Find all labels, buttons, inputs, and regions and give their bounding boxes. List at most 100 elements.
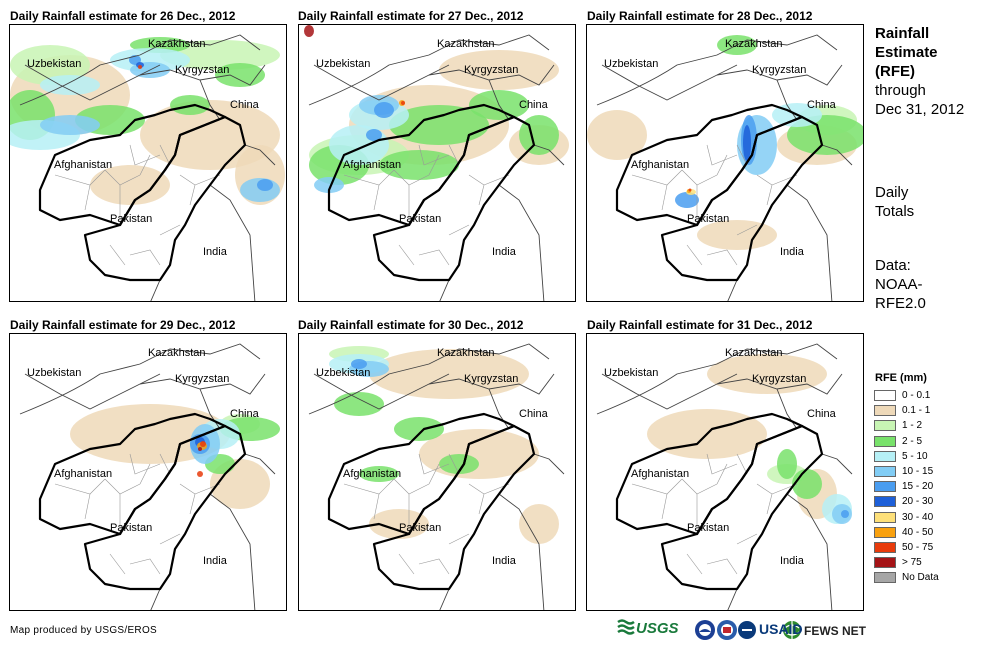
- panel-title-2: Daily Rainfall estimate for 27 Dec., 201…: [298, 9, 524, 23]
- country-border: [308, 34, 550, 106]
- country-border: [716, 373, 843, 395]
- country-border: [428, 373, 555, 395]
- province-border: [159, 224, 181, 236]
- rfe-title: Rainfall Estimate (RFE) through Dec 31, …: [875, 24, 980, 119]
- province-borders: [343, 453, 510, 575]
- map-credit: Map produced by USGS/EROS: [10, 625, 158, 636]
- province-borders: [343, 144, 510, 266]
- country-border: [498, 493, 545, 610]
- legend-label: 15 - 20: [902, 481, 934, 493]
- country-border: [24, 64, 161, 101]
- country-border: [139, 64, 266, 86]
- country-label-uzbekistan: Uzbekistan: [27, 367, 81, 379]
- province-border: [706, 249, 738, 266]
- country-label-afghanistan: Afghanistan: [54, 159, 112, 171]
- province-border: [686, 244, 703, 266]
- data-source-note: Data: NOAA- RFE2.0: [875, 256, 980, 313]
- country-label-pakistan: Pakistan: [110, 522, 152, 534]
- rfe-title-line-3: (RFE): [875, 63, 915, 80]
- country-border: [428, 64, 555, 86]
- legend-swatch: [874, 450, 896, 462]
- country-label-china: China: [807, 99, 837, 111]
- legend-swatch: [874, 481, 896, 493]
- country-label-pakistan: Pakistan: [687, 213, 729, 225]
- map-canvas: Kazakhstan Uzbekistan Kyrgyzstan China Afgha…: [596, 343, 853, 610]
- country-label-kazakhstan: Kazakhstan: [148, 38, 205, 50]
- province-borders: [54, 144, 221, 266]
- rainfall-patch: [519, 115, 559, 155]
- country-border: [727, 279, 738, 301]
- province-border: [129, 558, 161, 575]
- legend-swatch: [874, 496, 896, 508]
- province-border: [54, 478, 106, 495]
- province-border: [661, 493, 668, 520]
- country-border: [727, 588, 738, 610]
- legend-label: 10 - 15: [902, 466, 934, 477]
- province-border: [681, 169, 718, 186]
- rainfall-patch: [374, 102, 394, 118]
- country-border: [24, 373, 161, 410]
- country-label-india: India: [492, 555, 517, 567]
- legend-swatch: [874, 435, 896, 447]
- country-borders: [308, 34, 565, 301]
- province-border: [468, 483, 485, 515]
- country-border: [533, 144, 565, 166]
- province-border: [373, 493, 380, 520]
- map-canvas: Kazakhstan Uzbekistan Kyrgyzstan China Afgha…: [308, 343, 565, 610]
- country-label-india: India: [492, 246, 517, 258]
- rainfall-map-dec-28: Kazakhstan Uzbekistan Kyrgyzstan China Afgha…: [586, 24, 864, 302]
- country-label-kyrgyzstan: Kyrgyzstan: [752, 64, 806, 76]
- country-label-kazakhstan: Kazakhstan: [437, 347, 494, 359]
- province-border: [736, 144, 748, 166]
- rainfall-patch: [688, 188, 692, 192]
- doc-seal-icon: [717, 620, 737, 640]
- pakistan-boundary: [372, 115, 536, 282]
- usaid-seal-icon: [738, 621, 756, 639]
- country-label-pakistan: Pakistan: [399, 522, 441, 534]
- country-border: [776, 79, 798, 121]
- country-borders: [596, 34, 853, 301]
- fewsnet-logo-text: FEWS NET: [804, 624, 866, 638]
- country-label-india: India: [203, 555, 228, 567]
- rainfall-patch: [587, 110, 647, 160]
- legend-label: 20 - 30: [902, 496, 934, 508]
- data-source-line-2: RFE2.0: [875, 295, 926, 312]
- rainfall-patch: [777, 449, 797, 479]
- country-border: [821, 453, 853, 475]
- country-label-kyrgyzstan: Kyrgyzstan: [175, 64, 229, 76]
- rainfall-patch: [379, 150, 459, 180]
- legend-label: 0 - 0.1: [902, 390, 931, 401]
- country-border: [821, 144, 853, 166]
- legend-label: > 75: [902, 557, 922, 569]
- province-border: [428, 463, 440, 485]
- country-border: [244, 144, 276, 166]
- legend-swatch: [874, 526, 896, 538]
- province-border: [129, 249, 161, 266]
- rainfall-patch: [40, 115, 100, 135]
- province-border: [706, 144, 738, 166]
- data-label: Data:: [875, 257, 911, 274]
- province-border: [104, 478, 141, 495]
- legend-label: No Data: [902, 572, 939, 584]
- province-border: [139, 463, 151, 485]
- usgs-logo-text: USGS: [636, 620, 679, 637]
- rainfall-map-dec-29: Kazakhstan Uzbekistan Kyrgyzstan China Afgha…: [9, 333, 287, 611]
- country-border: [209, 493, 256, 610]
- country-label-uzbekistan: Uzbekistan: [27, 58, 81, 70]
- country-border: [601, 373, 738, 410]
- province-border: [706, 558, 738, 575]
- usaid-logo-text: USAID: [759, 621, 803, 637]
- rainfall-layer: [329, 346, 559, 544]
- country-label-pakistan: Pakistan: [110, 213, 152, 225]
- country-label-kyrgyzstan: Kyrgyzstan: [752, 373, 806, 385]
- rainfall-map-dec-27: Kazakhstan Uzbekistan Kyrgyzstan China Afgha…: [298, 24, 576, 302]
- country-border: [439, 279, 450, 301]
- logo-strip: [617, 619, 801, 640]
- country-label-china: China: [807, 408, 837, 420]
- legend-swatch: [874, 420, 896, 432]
- province-border: [109, 244, 126, 266]
- province-border: [716, 463, 728, 485]
- province-border: [661, 184, 668, 211]
- country-label-kazakhstan: Kazakhstan: [725, 347, 782, 359]
- country-label-uzbekistan: Uzbekistan: [316, 367, 370, 379]
